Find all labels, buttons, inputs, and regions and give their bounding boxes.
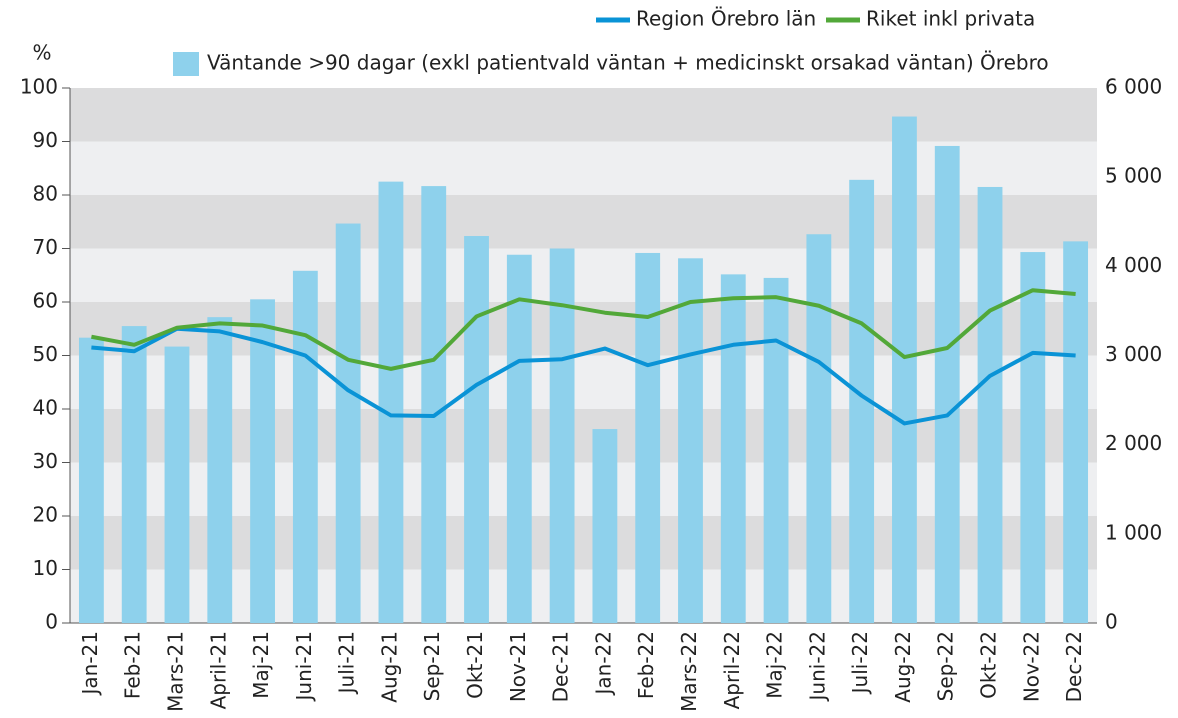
- x-tick-label: Nov-21: [506, 631, 530, 702]
- y2-tick-label: 2 000: [1105, 431, 1162, 455]
- y-label: %: [32, 41, 51, 65]
- y2-tick-label: 4 000: [1105, 253, 1162, 277]
- y2-tick-label: 3 000: [1105, 342, 1162, 366]
- bar: [78, 337, 104, 623]
- x-tick-label: Sep-21: [420, 631, 444, 701]
- x-tick-label: Aug-21: [377, 631, 401, 703]
- y-tick-label: 90: [33, 128, 58, 152]
- bar: [421, 186, 447, 624]
- bar: [934, 145, 960, 624]
- grid-band: [70, 462, 1097, 516]
- x-tick-label: Mars-21: [163, 631, 187, 712]
- grid-band: [70, 569, 1097, 623]
- x-tick-label: Dec-22: [1062, 631, 1086, 702]
- y-tick-label: 20: [33, 503, 58, 527]
- legend-label: Väntande >90 dagar (exkl patientvald vän…: [207, 51, 1049, 75]
- grid-band: [70, 88, 1097, 142]
- grid-band: [70, 141, 1097, 195]
- y-tick-label: 0: [45, 610, 58, 634]
- bar: [250, 299, 275, 623]
- x-tick-label: April-22: [720, 631, 744, 709]
- grid-band: [70, 355, 1097, 409]
- x-tick-label: Nov-22: [1019, 631, 1043, 702]
- x-tick-label: Mars-22: [677, 631, 701, 712]
- grid-band: [70, 516, 1097, 570]
- y-tick-label: 80: [33, 182, 58, 206]
- legend-label: Region Örebro län: [636, 7, 816, 31]
- bar: [1063, 241, 1089, 623]
- line: [91, 288, 1076, 371]
- x-tick-label: Juli-22: [848, 631, 872, 695]
- bar: [506, 254, 532, 623]
- line: [91, 326, 1076, 426]
- y-tick-label: 40: [33, 396, 58, 420]
- bar: [720, 274, 746, 623]
- x-tick-label: Aug-22: [891, 631, 915, 703]
- x-tick-label: Juli-21: [335, 631, 359, 695]
- y2-tick-label: 0: [1105, 610, 1118, 634]
- x-tick-label: Juni-21: [292, 631, 316, 702]
- x-tick-label: Jan-22: [591, 631, 615, 697]
- bar: [1020, 252, 1046, 624]
- x-tick-label: Okt-21: [463, 631, 487, 699]
- bar: [164, 346, 190, 623]
- bar: [763, 277, 789, 623]
- grid-band: [70, 195, 1097, 249]
- x-tick-label: Dec-21: [549, 631, 573, 702]
- y2-tick-label: 1 000: [1105, 520, 1162, 544]
- x-tick-label: Maj-22: [763, 631, 787, 699]
- bar: [464, 236, 489, 623]
- bar: [207, 317, 233, 623]
- bar: [549, 248, 575, 623]
- bar: [592, 429, 618, 623]
- y2-tick-label: 5 000: [1105, 164, 1162, 188]
- x-tick-label: Feb-21: [121, 631, 145, 699]
- y-tick-label: 100: [20, 75, 58, 99]
- bar: [806, 234, 832, 623]
- x-tick-label: Juni-22: [805, 631, 829, 702]
- x-tick-label: April-21: [206, 631, 230, 709]
- x-tick-label: Jan-21: [78, 631, 102, 697]
- y-tick-label: 50: [33, 342, 58, 366]
- x-tick-label: Sep-22: [934, 631, 958, 701]
- x-tick-label: Okt-22: [977, 631, 1001, 699]
- legend-label: Riket inkl privata: [866, 7, 1035, 31]
- x-tick-label: Feb-22: [634, 631, 658, 699]
- bar: [635, 252, 661, 624]
- y-tick-label: 30: [33, 449, 58, 473]
- y-tick-label: 10: [33, 556, 58, 580]
- bar: [121, 326, 147, 623]
- bar: [977, 186, 1003, 623]
- x-tick-label: Maj-21: [249, 631, 273, 699]
- bar: [892, 116, 917, 624]
- bar: [335, 223, 361, 624]
- y2-tick-label: 6 000: [1105, 75, 1162, 99]
- y-tick-label: 70: [33, 235, 58, 259]
- legend-swatch: [173, 52, 199, 76]
- y-tick-label: 60: [33, 289, 58, 313]
- bar: [378, 181, 404, 623]
- bar: [678, 258, 703, 623]
- bar: [292, 270, 318, 623]
- grid-band: [70, 248, 1097, 302]
